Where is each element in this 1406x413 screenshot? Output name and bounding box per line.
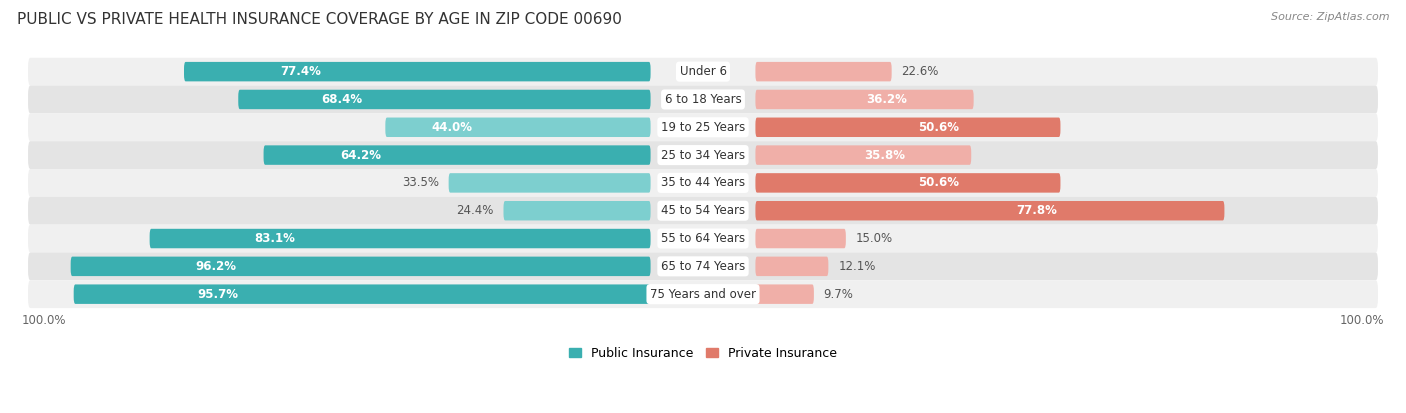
Text: 22.6%: 22.6% (901, 65, 939, 78)
Text: 50.6%: 50.6% (918, 121, 959, 134)
FancyBboxPatch shape (70, 256, 651, 276)
FancyBboxPatch shape (385, 118, 651, 137)
FancyBboxPatch shape (184, 62, 651, 81)
Text: 83.1%: 83.1% (254, 232, 295, 245)
FancyBboxPatch shape (263, 145, 651, 165)
FancyBboxPatch shape (28, 141, 1378, 169)
Text: 100.0%: 100.0% (21, 313, 66, 327)
FancyBboxPatch shape (449, 173, 651, 192)
Text: 95.7%: 95.7% (197, 288, 239, 301)
Text: 75 Years and over: 75 Years and over (650, 288, 756, 301)
FancyBboxPatch shape (28, 85, 1378, 113)
FancyBboxPatch shape (28, 169, 1378, 197)
Text: 36.2%: 36.2% (866, 93, 907, 106)
FancyBboxPatch shape (28, 197, 1378, 225)
Text: Under 6: Under 6 (679, 65, 727, 78)
Text: 19 to 25 Years: 19 to 25 Years (661, 121, 745, 134)
Text: 25 to 34 Years: 25 to 34 Years (661, 149, 745, 161)
Text: 64.2%: 64.2% (340, 149, 381, 161)
FancyBboxPatch shape (755, 285, 814, 304)
Text: 12.1%: 12.1% (838, 260, 876, 273)
Text: 77.8%: 77.8% (1017, 204, 1057, 217)
FancyBboxPatch shape (755, 90, 973, 109)
FancyBboxPatch shape (503, 201, 651, 221)
Text: 44.0%: 44.0% (432, 121, 472, 134)
FancyBboxPatch shape (755, 229, 846, 248)
Text: Source: ZipAtlas.com: Source: ZipAtlas.com (1271, 12, 1389, 22)
Text: 96.2%: 96.2% (195, 260, 236, 273)
Text: 50.6%: 50.6% (918, 176, 959, 190)
Text: 35.8%: 35.8% (865, 149, 905, 161)
FancyBboxPatch shape (755, 256, 828, 276)
FancyBboxPatch shape (73, 285, 651, 304)
Legend: Public Insurance, Private Insurance: Public Insurance, Private Insurance (564, 342, 842, 365)
FancyBboxPatch shape (28, 280, 1378, 308)
FancyBboxPatch shape (755, 201, 1225, 221)
Text: 77.4%: 77.4% (280, 65, 321, 78)
Text: 9.7%: 9.7% (824, 288, 853, 301)
Text: 33.5%: 33.5% (402, 176, 439, 190)
FancyBboxPatch shape (149, 229, 651, 248)
Text: 15.0%: 15.0% (856, 232, 893, 245)
FancyBboxPatch shape (28, 252, 1378, 280)
Text: 65 to 74 Years: 65 to 74 Years (661, 260, 745, 273)
FancyBboxPatch shape (755, 173, 1060, 192)
FancyBboxPatch shape (755, 118, 1060, 137)
Text: 68.4%: 68.4% (321, 93, 361, 106)
Text: 45 to 54 Years: 45 to 54 Years (661, 204, 745, 217)
FancyBboxPatch shape (238, 90, 651, 109)
Text: PUBLIC VS PRIVATE HEALTH INSURANCE COVERAGE BY AGE IN ZIP CODE 00690: PUBLIC VS PRIVATE HEALTH INSURANCE COVER… (17, 12, 621, 27)
FancyBboxPatch shape (755, 62, 891, 81)
FancyBboxPatch shape (28, 225, 1378, 252)
Text: 55 to 64 Years: 55 to 64 Years (661, 232, 745, 245)
Text: 24.4%: 24.4% (457, 204, 494, 217)
Text: 100.0%: 100.0% (1340, 313, 1385, 327)
Text: 6 to 18 Years: 6 to 18 Years (665, 93, 741, 106)
FancyBboxPatch shape (28, 113, 1378, 141)
FancyBboxPatch shape (28, 58, 1378, 85)
FancyBboxPatch shape (755, 145, 972, 165)
Text: 35 to 44 Years: 35 to 44 Years (661, 176, 745, 190)
